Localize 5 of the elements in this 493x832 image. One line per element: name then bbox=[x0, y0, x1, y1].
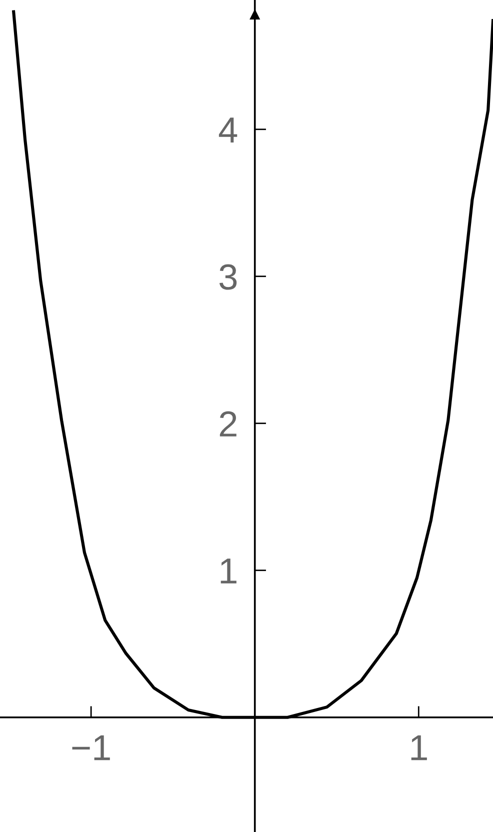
x-tick-label: −1 bbox=[72, 735, 110, 760]
y-tick-label: 3 bbox=[219, 264, 237, 290]
y-tick-label: 4 bbox=[218, 118, 238, 142]
y-tick-label: 2 bbox=[220, 411, 236, 436]
y-tick-label: 1 bbox=[220, 558, 236, 584]
